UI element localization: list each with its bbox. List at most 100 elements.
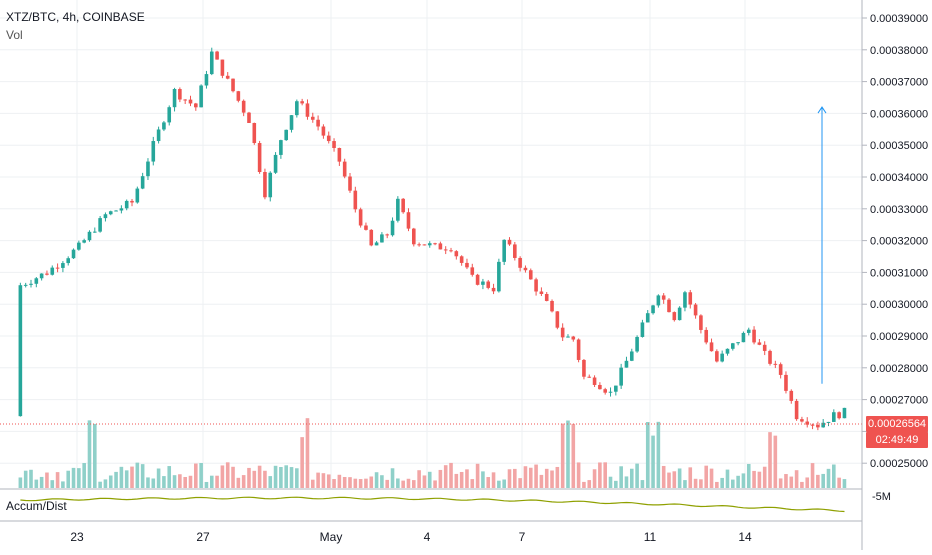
volume-bar bbox=[560, 423, 565, 488]
candle-body bbox=[140, 176, 145, 189]
volume-bar bbox=[348, 477, 352, 488]
accum-dist-legend[interactable]: Accum/Dist bbox=[6, 499, 67, 513]
time-tick-label: 11 bbox=[644, 530, 657, 544]
volume-bar bbox=[178, 474, 182, 488]
volume-bar bbox=[571, 423, 576, 488]
volume-bar bbox=[412, 480, 416, 488]
volume-bar bbox=[768, 432, 772, 488]
time-tick-label: 27 bbox=[196, 530, 210, 544]
candle-body bbox=[257, 143, 262, 173]
bar-countdown-label: 02:49:49 bbox=[866, 432, 928, 448]
candle-body bbox=[77, 242, 81, 250]
volume-bar bbox=[741, 473, 746, 488]
candle-body bbox=[263, 172, 267, 198]
volume-bar bbox=[805, 477, 810, 488]
volume-bar bbox=[725, 469, 730, 488]
volume-bar bbox=[188, 475, 193, 488]
volume-bar bbox=[731, 479, 735, 488]
candle-body bbox=[66, 258, 71, 264]
volume-bar bbox=[752, 470, 756, 488]
candle-body bbox=[71, 249, 76, 259]
volume-bar bbox=[762, 466, 767, 488]
candle-body bbox=[412, 228, 416, 245]
volume-bar bbox=[640, 480, 645, 488]
candle-body bbox=[316, 119, 320, 127]
candle-body bbox=[108, 211, 113, 215]
candle-body bbox=[29, 283, 33, 285]
price-tick-label: 0.00037000 bbox=[870, 77, 928, 89]
candle-body bbox=[784, 374, 788, 391]
symbol-legend[interactable]: XTZ/BTC, 4h, COINBASE bbox=[6, 10, 145, 24]
candle-body bbox=[778, 364, 783, 375]
volume-bar bbox=[130, 466, 134, 488]
volume-bar bbox=[826, 468, 831, 488]
candle-body bbox=[199, 85, 203, 108]
candle-body bbox=[832, 412, 836, 422]
volume-bar bbox=[651, 435, 655, 488]
candle-body bbox=[746, 329, 751, 333]
volume-bar bbox=[842, 479, 847, 488]
volume-bar bbox=[672, 471, 677, 488]
candle-body bbox=[433, 243, 437, 245]
candle-body bbox=[651, 305, 655, 314]
volume-bar bbox=[789, 476, 794, 488]
candle-body bbox=[422, 244, 427, 246]
volume-legend[interactable]: Vol bbox=[6, 28, 23, 42]
volume-bar bbox=[401, 480, 405, 488]
volume-bar bbox=[220, 465, 225, 488]
candle-body bbox=[156, 129, 161, 142]
volume-bar bbox=[539, 474, 544, 488]
price-tick-label: 0.00030000 bbox=[870, 299, 928, 311]
candle-body bbox=[295, 101, 299, 116]
volume-bar bbox=[598, 462, 602, 488]
candle-body bbox=[34, 278, 39, 284]
candle-body bbox=[635, 336, 639, 352]
volume-bar bbox=[332, 479, 336, 488]
price-tick-label: 0.00032000 bbox=[870, 236, 928, 248]
candle-body bbox=[87, 231, 92, 241]
candle-body bbox=[358, 209, 363, 226]
volume-bar bbox=[502, 479, 506, 488]
candle-body bbox=[401, 198, 405, 213]
candle-body bbox=[677, 307, 682, 321]
accum-dist-path bbox=[20, 496, 845, 513]
indicator-axis: -5M bbox=[872, 491, 891, 503]
candle-body bbox=[390, 220, 395, 236]
candle-body bbox=[683, 292, 687, 308]
time-tick-label: 7 bbox=[519, 530, 526, 544]
volume-bar bbox=[406, 478, 411, 488]
volume-bar bbox=[108, 475, 113, 488]
price-tick-label: 0.00039000 bbox=[870, 13, 928, 25]
volume-bar bbox=[380, 475, 384, 488]
volume-bar bbox=[151, 478, 156, 488]
volume-bar bbox=[385, 479, 390, 488]
candle-body bbox=[693, 304, 698, 316]
candle-body bbox=[656, 295, 661, 306]
candle-body bbox=[773, 363, 778, 365]
volume-bar bbox=[268, 476, 273, 488]
volume-bar bbox=[433, 480, 437, 488]
candle-body bbox=[534, 279, 538, 292]
candle-body bbox=[725, 348, 730, 354]
candle-body bbox=[39, 273, 44, 279]
candle-body bbox=[842, 407, 847, 419]
volume-bar bbox=[353, 478, 358, 488]
candle-body bbox=[374, 242, 379, 246]
candle-body bbox=[310, 116, 315, 120]
volume-bar bbox=[693, 478, 698, 488]
volume-bar bbox=[656, 421, 661, 488]
candle-body bbox=[443, 249, 448, 251]
candle-body bbox=[794, 400, 799, 420]
candle-body bbox=[284, 129, 288, 141]
candle-body bbox=[736, 342, 740, 344]
volume-bar bbox=[624, 476, 629, 488]
volume-bar bbox=[603, 462, 607, 488]
candle-body bbox=[162, 122, 166, 130]
volume-bar bbox=[576, 462, 581, 488]
volume-bar bbox=[757, 471, 762, 488]
price-tick-label: 0.00031000 bbox=[870, 267, 928, 279]
candle-body bbox=[491, 287, 496, 292]
volume-bar bbox=[77, 468, 81, 488]
